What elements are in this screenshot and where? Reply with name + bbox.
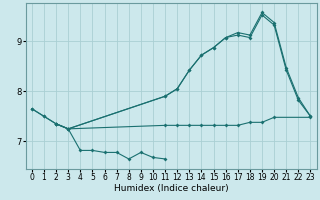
X-axis label: Humidex (Indice chaleur): Humidex (Indice chaleur) bbox=[114, 184, 228, 193]
